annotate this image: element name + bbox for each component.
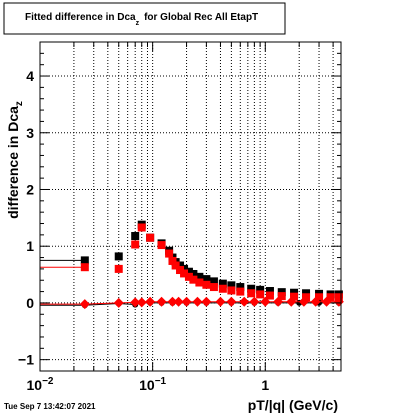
data-point (181, 296, 192, 307)
plot-border (39, 41, 342, 372)
y-tick-label: 3 (26, 125, 34, 141)
data-point (277, 292, 286, 301)
data-point (156, 296, 167, 307)
data-point (202, 280, 211, 289)
data-point (195, 272, 204, 281)
data-point (315, 293, 324, 302)
series-3 (79, 296, 344, 310)
data-point (171, 261, 180, 270)
y-tick-label: 4 (26, 68, 34, 84)
data-point (189, 270, 198, 279)
data-point (202, 275, 211, 284)
data-point (80, 256, 89, 265)
chart-title-box: Fitted difference in Dcaz for Global Rec … (3, 2, 286, 35)
series-1 (80, 223, 343, 302)
data-point (227, 281, 236, 290)
data-point (195, 278, 204, 287)
data-point (290, 292, 299, 301)
y-axis-label: difference in Dcaz (5, 101, 25, 219)
data-point (236, 283, 245, 292)
data-point (226, 296, 237, 307)
x-tick-label: 1 (261, 377, 269, 393)
data-point (239, 296, 250, 307)
x-tick-label: 10−1 (139, 376, 166, 393)
data-point (131, 231, 140, 240)
data-point (173, 296, 184, 307)
data-point (80, 263, 89, 272)
y-axis-label-main: difference in Dca (5, 106, 21, 219)
data-point (176, 261, 185, 270)
data-point (167, 296, 178, 307)
y-tick-label: 1 (26, 238, 34, 254)
chart-title-prefix: Fitted difference in Dca (25, 12, 136, 23)
x-axis-label: pT/|q| (GeV/c) (248, 397, 338, 413)
y-tick-label: 2 (26, 181, 34, 197)
data-point (218, 279, 227, 288)
data-point (130, 297, 141, 308)
data-point (321, 296, 332, 307)
data-point (298, 296, 309, 307)
data-point (201, 296, 212, 307)
y-tick-labels: −1 0 1 2 3 4 (18, 68, 34, 368)
data-point (145, 296, 156, 307)
data-point (273, 296, 284, 307)
data-point (326, 293, 335, 302)
data-point (114, 252, 123, 261)
data-point (165, 249, 174, 258)
timestamp: Tue Sep 7 13:42:07 2021 (4, 402, 96, 411)
chart-title: Fitted difference in Dcaz for Global Rec … (25, 12, 258, 27)
data-point (180, 269, 189, 278)
data-point (302, 293, 311, 302)
data-point (184, 272, 193, 281)
data-point (256, 290, 265, 299)
plot-frame (39, 41, 342, 372)
data-point (168, 256, 177, 265)
reference-lines (40, 259, 85, 306)
y-axis-label-subscript: z (14, 101, 25, 106)
data-point (247, 289, 256, 298)
data-point (136, 297, 147, 308)
data-point (209, 277, 218, 286)
data-point (236, 287, 245, 296)
data-point (265, 287, 274, 296)
data-point (247, 284, 256, 293)
data-point (189, 275, 198, 284)
y-tick-label: −1 (18, 352, 34, 368)
chart-title-subscript: z (136, 20, 140, 27)
grid-lines (40, 42, 341, 371)
data-point (114, 264, 123, 273)
y-tick-label: 0 (26, 295, 34, 311)
data-point (131, 240, 140, 249)
x-tick-label: 10−2 (27, 376, 54, 393)
chart-title-suffix: for Global Rec All EtapT (144, 12, 258, 23)
data-point (79, 299, 90, 310)
x-tick-labels: 10−2 10−1 1 (27, 376, 270, 393)
data-point (227, 286, 236, 295)
data-point (113, 297, 124, 308)
data-point (218, 284, 227, 293)
data-point (215, 296, 226, 307)
data-point (265, 291, 274, 300)
data-point (310, 296, 321, 307)
data-point (146, 233, 155, 242)
data-markers (79, 220, 344, 310)
data-point (260, 296, 271, 307)
data-point (256, 285, 265, 294)
data-point (286, 296, 297, 307)
data-point (192, 296, 203, 307)
data-point (137, 223, 146, 232)
data-point (176, 266, 185, 275)
data-point (249, 296, 260, 307)
data-point (157, 241, 166, 250)
data-point (209, 283, 218, 292)
data-point (180, 264, 189, 273)
data-point (184, 267, 193, 276)
